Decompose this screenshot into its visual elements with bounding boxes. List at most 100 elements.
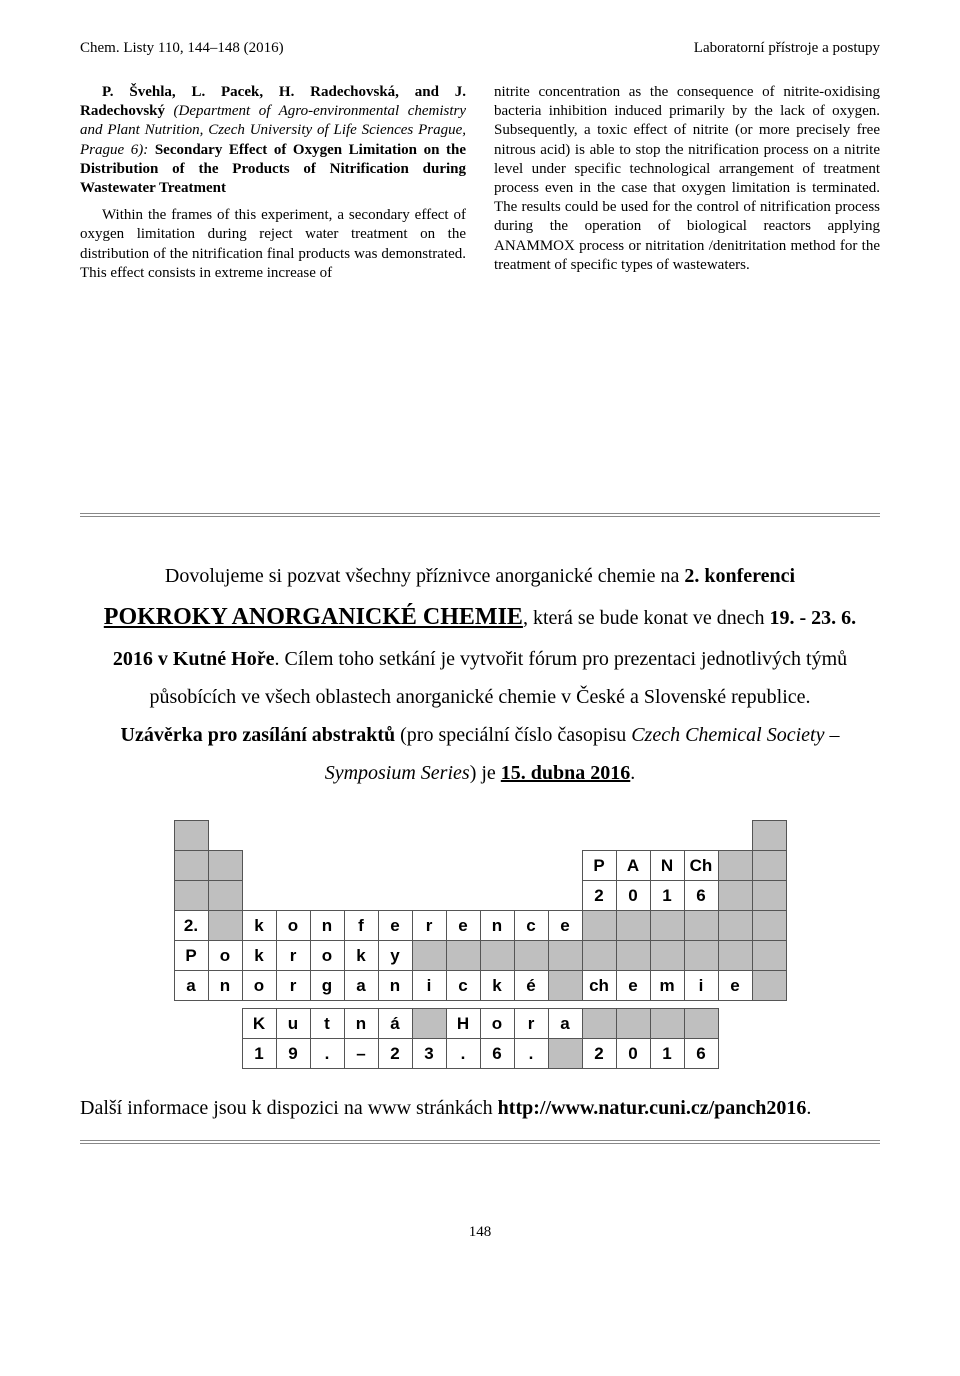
pt-letter-cell: r [412, 911, 446, 941]
announce-line6-b: ) je [470, 762, 501, 784]
pt-letter-cell: e [446, 911, 480, 941]
pt-cell [616, 1009, 650, 1039]
pt-letter-cell: e [548, 911, 582, 941]
pt-gap [344, 851, 378, 881]
pt-cell [616, 941, 650, 971]
pt-cell [752, 851, 786, 881]
announce-line5-b: (pro speciální číslo časopisu [395, 724, 631, 746]
footer-post: . [806, 1097, 811, 1119]
announce-dates: 19. - 23. 6. [770, 607, 857, 629]
pt-letter-cell: n [208, 971, 242, 1001]
announce-line1-pre: Dovolujeme si pozvat všechny příznivce a… [165, 565, 684, 587]
announce-line1-bold: 2. konferenci [684, 565, 795, 587]
pt-letter-cell: 0 [616, 1039, 650, 1069]
pt-gap [514, 881, 548, 911]
pt-letter-cell: n [378, 971, 412, 1001]
pt-letter-cell: 9 [276, 1039, 310, 1069]
pt-cell [718, 911, 752, 941]
pt-letter-cell: n [310, 911, 344, 941]
pt-cell [412, 941, 446, 971]
pt-cell [650, 941, 684, 971]
pt-gap [752, 1009, 786, 1039]
pt-cell [174, 821, 208, 851]
footer-url[interactable]: http://www.natur.cuni.cz/panch2016 [498, 1097, 807, 1119]
pt-letter-cell: a [174, 971, 208, 1001]
pt-cell [718, 881, 752, 911]
pt-letter-cell: o [242, 971, 276, 1001]
page-number: 148 [80, 1224, 880, 1241]
pt-gap [412, 851, 446, 881]
pt-cell [650, 911, 684, 941]
announce-line4: působících ve všech oblastech anorganick… [80, 678, 880, 716]
pt-letter-cell: o [276, 911, 310, 941]
pt-letter-cell: 2 [378, 1039, 412, 1069]
pt-gap [446, 881, 480, 911]
pt-letter-cell: k [344, 941, 378, 971]
pt-letter-cell: 6 [480, 1039, 514, 1069]
pt-letter-cell: o [208, 941, 242, 971]
announce-line2-rest: , která se bude konat ve dnech [523, 607, 770, 629]
pt-letter-cell: A [616, 851, 650, 881]
pt-letter-cell: 2. [174, 911, 208, 941]
pt-gap [514, 851, 548, 881]
pt-gap [514, 821, 548, 851]
pt-letter-cell: t [310, 1009, 344, 1039]
pt-letter-cell: y [378, 941, 412, 971]
pt-cell [208, 911, 242, 941]
pt-letter-cell: 6 [684, 881, 718, 911]
announce-conference-name: POKROKY ANORGANICKÉ CHEMIE [104, 604, 523, 630]
page-header: Chem. Listy 110, 144–148 (2016) Laborato… [80, 40, 880, 57]
pt-gap [480, 851, 514, 881]
pt-cell [174, 881, 208, 911]
pt-gap [480, 881, 514, 911]
pt-letter-cell: . [310, 1039, 344, 1069]
pt-letter-cell: . [446, 1039, 480, 1069]
pt-gap [480, 821, 514, 851]
announce-deadline-label: Uzávěrka pro zasílání abstraktů [121, 724, 396, 746]
pt-cell [650, 1009, 684, 1039]
header-right: Laboratorní přístroje a postupy [694, 40, 880, 57]
pt-gap [174, 1009, 208, 1039]
footer-pre: Další informace jsou k dispozici na www … [80, 1097, 498, 1119]
pt-cell [208, 881, 242, 911]
pt-gap [242, 851, 276, 881]
abstract-right-para: nitrite concentration as the consequence… [494, 83, 880, 275]
pt-gap [208, 1039, 242, 1069]
pt-letter-cell: 0 [616, 881, 650, 911]
announce-journal-2: Symposium Series [325, 762, 470, 784]
pt-cell [582, 911, 616, 941]
pt-letter-cell: á [378, 1009, 412, 1039]
announcement: Dovolujeme si pozvat všechny příznivce a… [80, 557, 880, 793]
pt-letter-cell: 1 [650, 1039, 684, 1069]
pt-letter-cell: e [378, 911, 412, 941]
pt-gap [548, 851, 582, 881]
announce-year: 2016 [113, 648, 153, 670]
pt-letter-cell: a [344, 971, 378, 1001]
pt-letter-cell: k [242, 911, 276, 941]
pt-letter-cell: g [310, 971, 344, 1001]
pt-cell [582, 1009, 616, 1039]
abstract-left-column: P. Švehla, L. Pacek, H. Radechovská, and… [80, 83, 466, 283]
pt-letter-cell: c [446, 971, 480, 1001]
pt-letter-cell: n [344, 1009, 378, 1039]
pt-gap [582, 821, 616, 851]
abstract-right-column: nitrite concentration as the consequence… [494, 83, 880, 283]
pt-cell [684, 941, 718, 971]
pt-letter-cell: ch [582, 971, 616, 1001]
pt-letter-cell: 2 [582, 881, 616, 911]
pt-cell [718, 851, 752, 881]
divider-bottom [80, 1140, 880, 1144]
pt-gap [718, 821, 752, 851]
pt-gap [718, 1009, 752, 1039]
pt-cell [616, 911, 650, 941]
pt-gap [242, 821, 276, 851]
divider-top [80, 513, 880, 517]
pt-letter-cell: r [514, 1009, 548, 1039]
pt-gap [446, 851, 480, 881]
pt-gap [208, 1009, 242, 1039]
pt-gap [344, 881, 378, 911]
pt-gap [310, 851, 344, 881]
pt-letter-cell: m [650, 971, 684, 1001]
pt-letter-cell: H [446, 1009, 480, 1039]
pt-cell [752, 911, 786, 941]
